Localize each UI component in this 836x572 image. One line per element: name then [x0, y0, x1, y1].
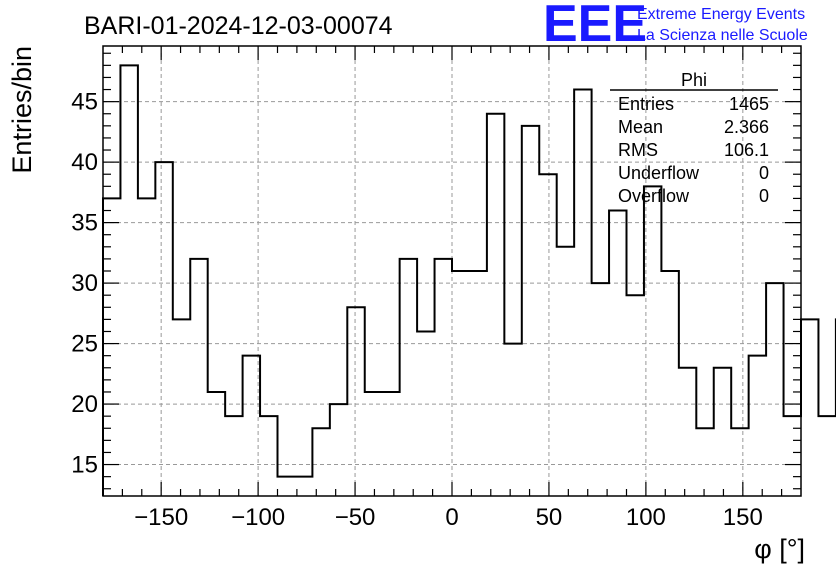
stats-box: Phi Entries 1465 Mean 2.366 RMS 106.1 Un…	[610, 70, 778, 206]
logo-mark: EEE	[543, 0, 647, 53]
x-tick-label-1: −100	[231, 504, 285, 531]
x-axis-label: φ [°]	[754, 534, 805, 564]
y-tick-label-0: 15	[71, 452, 98, 479]
x-tick-label-4: 50	[536, 504, 563, 531]
stats-header: Phi	[681, 70, 707, 90]
x-tick-label-0: −150	[134, 504, 188, 531]
chart-title: BARI-01-2024-12-03-00074	[84, 12, 393, 40]
x-tick-label-3: 0	[445, 504, 458, 531]
y-tick-labels: 15 20 25 30 35 40 45	[71, 89, 98, 479]
stats-value-entries: 1465	[729, 94, 769, 114]
stats-value-mean: 2.366	[724, 117, 769, 137]
x-tick-label-2: −50	[335, 504, 376, 531]
stats-value-underflow: 0	[759, 163, 769, 183]
eee-logo: EEE Extreme Energy Events La Scienza nel…	[543, 0, 808, 53]
y-tick-label-4: 35	[71, 210, 98, 237]
axis-ticks	[103, 46, 801, 496]
y-tick-label-5: 40	[71, 149, 98, 176]
x-tick-labels: −150 −100 −50 0 50 100 150	[134, 504, 763, 531]
y-tick-label-3: 30	[71, 270, 98, 297]
x-tick-label-5: 100	[626, 504, 666, 531]
stats-label-entries: Entries	[618, 94, 674, 114]
histogram-step-line	[102, 64, 836, 496]
logo-line-2: La Scienza nelle Scuole	[637, 27, 808, 44]
y-tick-label-1: 20	[71, 391, 98, 418]
y-axis-label: Entries/bin	[7, 46, 37, 174]
stats-value-rms: 106.1	[724, 140, 769, 160]
x-tick-label-6: 150	[723, 504, 763, 531]
y-tick-label-6: 45	[71, 89, 98, 116]
stats-value-overflow: 0	[759, 186, 769, 206]
stats-label-overflow: Overflow	[618, 186, 690, 206]
stats-label-rms: RMS	[618, 140, 658, 160]
stats-label-mean: Mean	[618, 117, 663, 137]
y-tick-label-2: 25	[71, 331, 98, 358]
logo-line-1: Extreme Energy Events	[637, 6, 805, 23]
stats-label-underflow: Underflow	[618, 163, 700, 183]
